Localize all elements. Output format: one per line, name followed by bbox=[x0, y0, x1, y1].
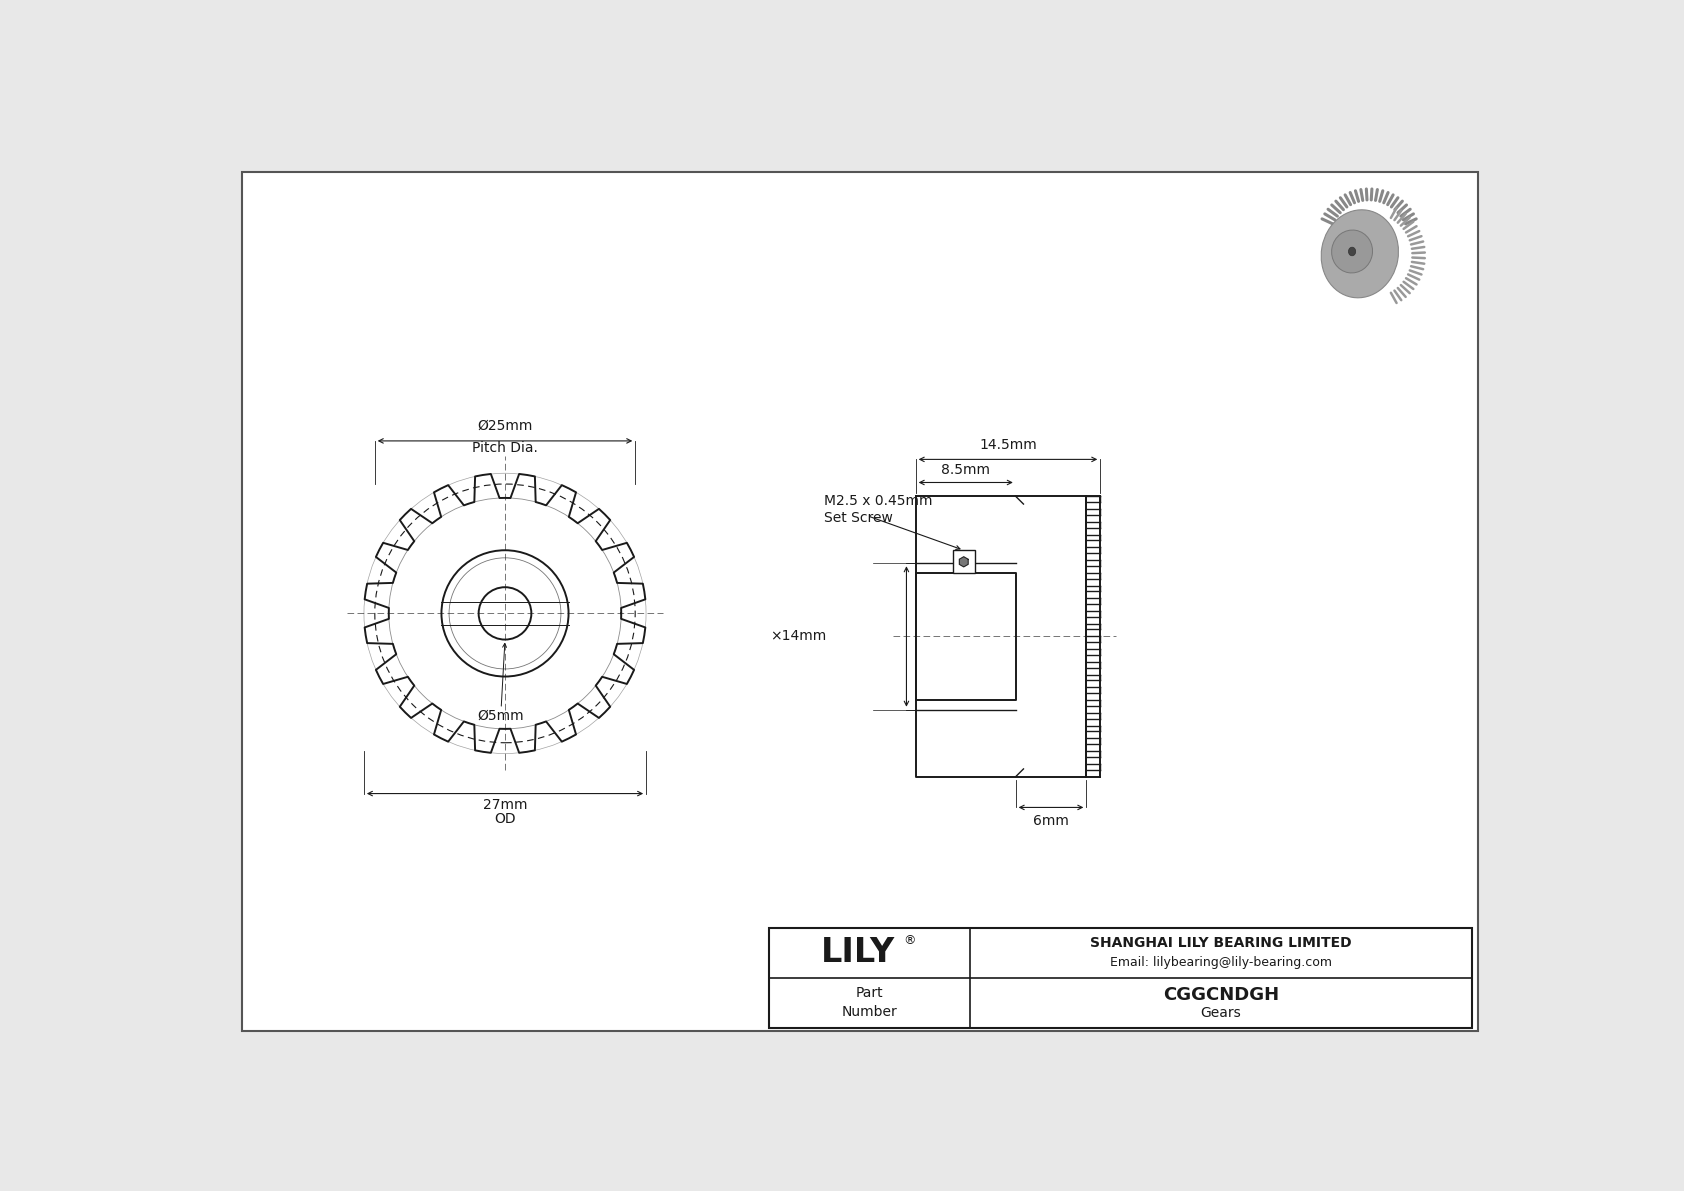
Text: 8.5mm: 8.5mm bbox=[941, 463, 990, 478]
Text: ×14mm: ×14mm bbox=[770, 630, 827, 643]
Text: 27mm: 27mm bbox=[483, 798, 527, 812]
Ellipse shape bbox=[1332, 230, 1372, 273]
Ellipse shape bbox=[1349, 248, 1356, 256]
Text: M2.5 x 0.45mm: M2.5 x 0.45mm bbox=[823, 494, 933, 507]
Text: Gears: Gears bbox=[1201, 1005, 1241, 1019]
Text: Ø25mm: Ø25mm bbox=[477, 419, 532, 434]
Text: Part
Number: Part Number bbox=[842, 986, 898, 1018]
Bar bbox=[768, 928, 1472, 1028]
Text: 6mm: 6mm bbox=[1032, 813, 1069, 828]
Text: OD: OD bbox=[493, 812, 515, 827]
Text: Set Screw: Set Screw bbox=[823, 511, 893, 525]
Text: Email: lilybearing@lily-bearing.com: Email: lilybearing@lily-bearing.com bbox=[1110, 956, 1332, 969]
Bar bbox=[953, 550, 975, 573]
Text: CGGCNDGH: CGGCNDGH bbox=[1164, 986, 1280, 1004]
Text: ®: ® bbox=[903, 935, 916, 948]
Text: Ø5mm: Ø5mm bbox=[478, 709, 524, 723]
Ellipse shape bbox=[1322, 210, 1398, 298]
Polygon shape bbox=[960, 557, 968, 567]
Text: SHANGHAI LILY BEARING LIMITED: SHANGHAI LILY BEARING LIMITED bbox=[1090, 936, 1352, 949]
Text: LILY: LILY bbox=[820, 936, 894, 969]
Text: 14.5mm: 14.5mm bbox=[978, 438, 1037, 453]
Text: Pitch Dia.: Pitch Dia. bbox=[472, 441, 537, 455]
